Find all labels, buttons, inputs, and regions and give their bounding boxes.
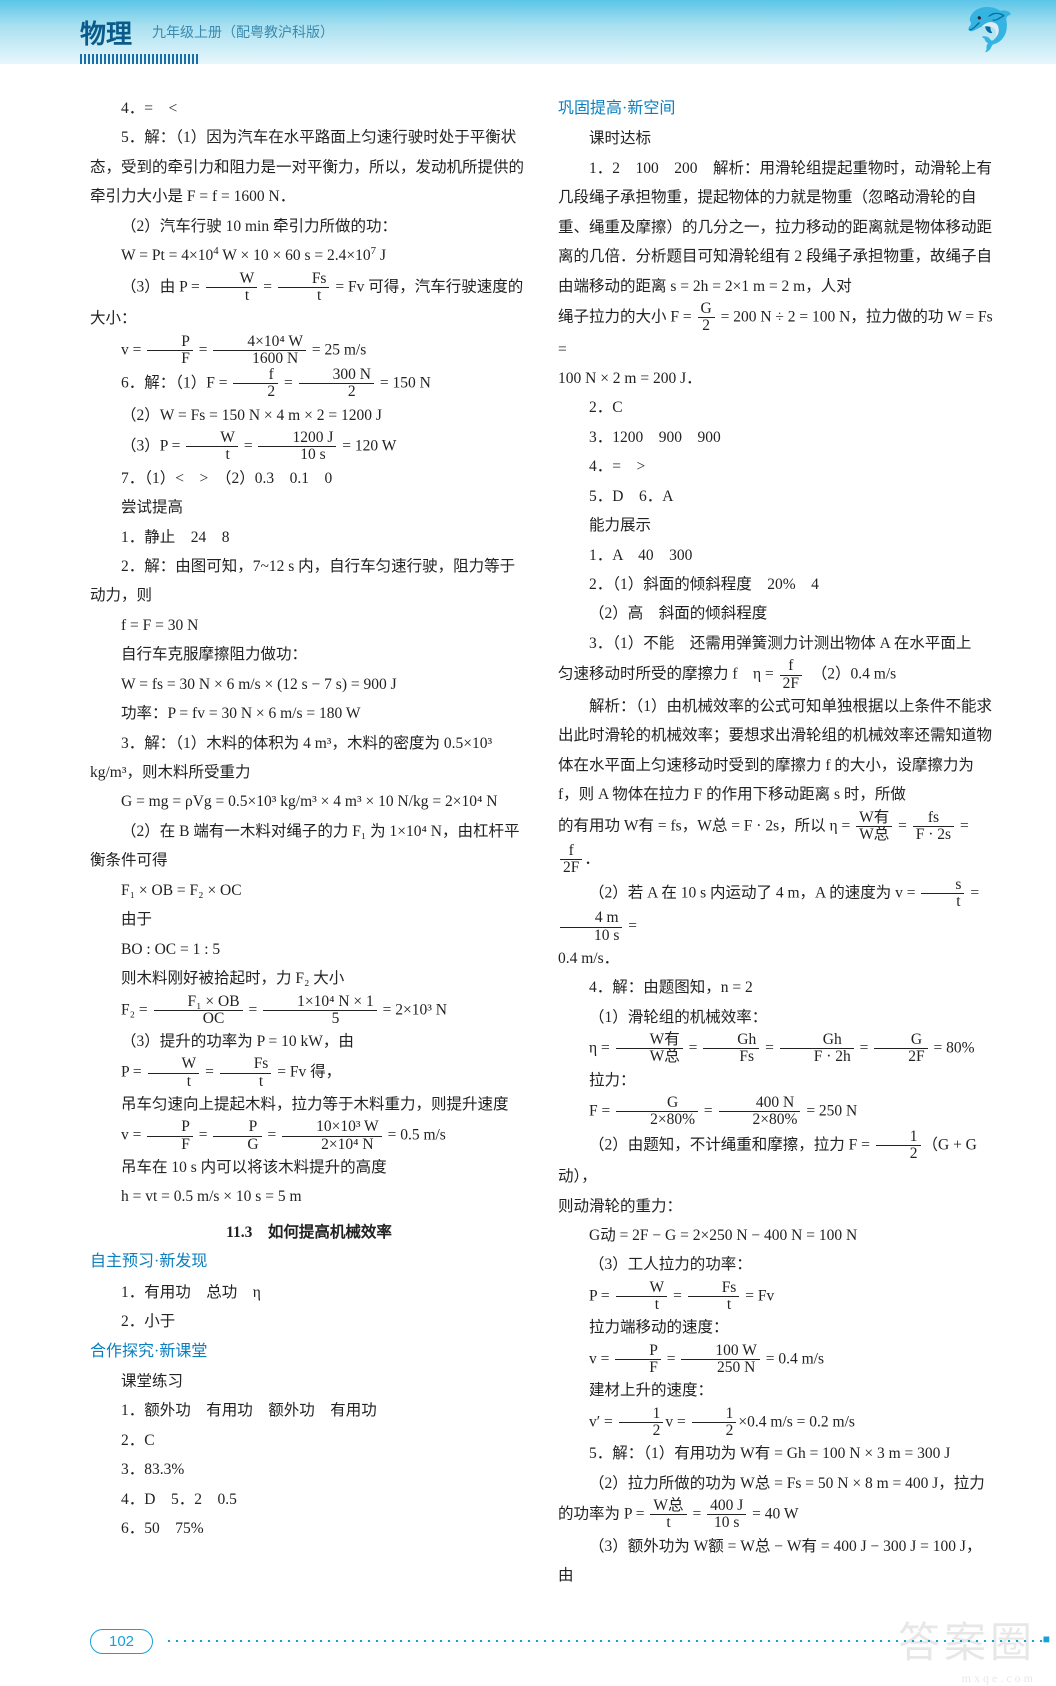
subhead: 课堂练习 bbox=[90, 1367, 528, 1396]
line: 1．有用功 总功 η bbox=[90, 1278, 528, 1307]
watermark-sub: mxqe.com bbox=[962, 1671, 1036, 1686]
line: 3．83.3% bbox=[90, 1455, 528, 1484]
line: （3）由 P = Wt = Fst = Fv 可得，汽车行驶速度的大小： bbox=[90, 271, 528, 334]
section-heading: 巩固提高·新空间 bbox=[558, 94, 996, 124]
content-body: 4．= < 5．解：（1）因为汽车在水平路面上匀速行驶时处于平衡状态，受到的牵引… bbox=[0, 64, 1056, 1621]
line: 由于 bbox=[90, 905, 528, 934]
line: （3）额外功为 W额 = W总 − W有 = 400 J − 300 J = 1… bbox=[558, 1532, 996, 1591]
line: 100 N × 2 m = 200 J． bbox=[558, 364, 996, 393]
footer-dots bbox=[165, 1640, 1044, 1642]
line: 的有用功 W有 = fs，W总 = F · 2s，所以 η = W有W总 = f… bbox=[558, 810, 996, 877]
line: v′ = 12v = 12×0.4 m/s = 0.2 m/s bbox=[558, 1406, 996, 1440]
line: 拉力端移动的速度： bbox=[558, 1313, 996, 1342]
line: 匀速移动时所受的摩擦力 f η = f2F （2）0.4 m/s bbox=[558, 658, 996, 692]
line: 拉力： bbox=[558, 1066, 996, 1095]
line: 建材上升的速度： bbox=[558, 1376, 996, 1405]
right-column: 巩固提高·新空间 课时达标 1．2 100 200 解析：用滑轮组提起重物时，动… bbox=[558, 94, 996, 1591]
section-heading: 自主预习·新发现 bbox=[90, 1247, 528, 1277]
line: W = Pt = 4×104 W × 10 × 60 s = 2.4×107 J bbox=[90, 241, 528, 270]
line: 5．D 6．A bbox=[558, 482, 996, 511]
line: 绳子拉力的大小 F = G2 = 200 N ÷ 2 = 100 N，拉力做的功… bbox=[558, 301, 996, 364]
line: 功率：P = fv = 30 N × 6 m/s = 180 W bbox=[90, 699, 528, 728]
line: F = G2×80% = 400 N2×80% = 250 N bbox=[558, 1095, 996, 1129]
header-sub: 九年级上册（配粤教沪科版） bbox=[152, 22, 334, 42]
line: （3）工人拉力的功率： bbox=[558, 1250, 996, 1279]
line: 5．解：（1）因为汽车在水平路面上匀速行驶时处于平衡状态，受到的牵引力和阻力是一… bbox=[90, 123, 528, 211]
line: 2．C bbox=[558, 393, 996, 422]
line: 4．= < bbox=[90, 94, 528, 123]
line: （1）滑轮组的机械效率： bbox=[558, 1003, 996, 1032]
line: v = PF = 100 W250 N = 0.4 m/s bbox=[558, 1343, 996, 1377]
line: P = Wt = Fst = Fv bbox=[558, 1280, 996, 1314]
line: 3．解：（1）木料的体积为 4 m³，木料的密度为 0.5×10³ kg/m³，… bbox=[90, 729, 528, 788]
line: （3）P = Wt = 1200 J10 s = 120 W bbox=[90, 430, 528, 464]
header-subject: 物理 bbox=[80, 14, 132, 51]
line: 6．50 75% bbox=[90, 1514, 528, 1543]
line: （2）由题知，不计绳重和摩擦，拉力 F = 12（G + G动）， bbox=[558, 1129, 996, 1192]
line: （2）汽车行驶 10 min 牵引力所做的功： bbox=[90, 212, 528, 241]
line: 1．额外功 有用功 额外功 有用功 bbox=[90, 1396, 528, 1425]
line: 1．A 40 300 bbox=[558, 541, 996, 570]
section-title: 11.3 如何提高机械效率 bbox=[90, 1218, 528, 1247]
line: 则动滑轮的重力： bbox=[558, 1192, 996, 1221]
line: 1．静止 24 8 bbox=[90, 523, 528, 552]
line: （2）在 B 端有一木料对绳子的力 F₁ 为 1×10⁴ N，由杠杆平衡条件可得 bbox=[90, 817, 528, 876]
line: 1．2 100 200 解析：用滑轮组提起重物时，动滑轮上有几段绳子承担物重，提… bbox=[558, 154, 996, 301]
line: η = W有W总 = GhFs = GhF · 2h = G2F = 80% bbox=[558, 1032, 996, 1066]
subhead: 能力展示 bbox=[558, 511, 996, 540]
line: W = fs = 30 N × 6 m/s × (12 s − 7 s) = 9… bbox=[90, 670, 528, 699]
page-header: 物理 九年级上册（配粤教沪科版） 🐬 bbox=[0, 0, 1056, 64]
line: h = vt = 0.5 m/s × 10 s = 5 m bbox=[90, 1182, 528, 1211]
page-footer: 102 bbox=[0, 1621, 1056, 1684]
line: 2．C bbox=[90, 1426, 528, 1455]
line: G动 = 2F − G = 2×250 N − 400 N = 100 N bbox=[558, 1221, 996, 1250]
line: F₂ = F₁ × OBOC = 1×10⁴ N × 15 = 2×10³ N bbox=[90, 994, 528, 1028]
line: G = mg = ρVg = 0.5×10³ kg/m³ × 4 m³ × 10… bbox=[90, 787, 528, 816]
section-heading: 合作探究·新课堂 bbox=[90, 1337, 528, 1367]
line: 0.4 m/s． bbox=[558, 944, 996, 973]
line: 吊车匀速向上提起木料，拉力等于木料重力，则提升速度 bbox=[90, 1090, 528, 1119]
line: v = PF = 4×10⁴ W1600 N = 25 m/s bbox=[90, 334, 528, 368]
line: 4．解：由题图知，n = 2 bbox=[558, 973, 996, 1002]
line: （2）高 斜面的倾斜程度 bbox=[558, 599, 996, 628]
line: f = F = 30 N bbox=[90, 611, 528, 640]
line: 2．小于 bbox=[90, 1307, 528, 1336]
line: v = PF = PG = 10×10³ W2×10⁴ N = 0.5 m/s bbox=[90, 1119, 528, 1153]
line: F₁ × OB = F₂ × OC bbox=[90, 876, 528, 905]
line: 3．1200 900 900 bbox=[558, 423, 996, 452]
line: 吊车在 10 s 内可以将该木料提升的高度 bbox=[90, 1153, 528, 1182]
line: 5．解：（1）有用功为 W有 = Gh = 100 N × 3 m = 300 … bbox=[558, 1439, 996, 1468]
line: 2．（1）斜面的倾斜程度 20% 4 bbox=[558, 570, 996, 599]
line: 自行车克服摩擦阻力做功： bbox=[90, 640, 528, 669]
line: 6．解：（1）F = f2 = 300 N2 = 150 N bbox=[90, 367, 528, 401]
line: （2）拉力所做的功为 W总 = Fs = 50 N × 8 m = 400 J，… bbox=[558, 1469, 996, 1498]
page-number: 102 bbox=[90, 1629, 153, 1654]
line: 3．（1）不能 还需用弹簧测力计测出物体 A 在水平面上 bbox=[558, 629, 996, 658]
line: P = Wt = Fst = Fv 得， bbox=[90, 1056, 528, 1090]
line: （2）若 A 在 10 s 内运动了 4 m，A 的速度为 v = st = 4… bbox=[558, 877, 996, 944]
left-column: 4．= < 5．解：（1）因为汽车在水平路面上匀速行驶时处于平衡状态，受到的牵引… bbox=[90, 94, 528, 1591]
line: 4．= > bbox=[558, 452, 996, 481]
line: 7．（1）< > （2）0.3 0.1 0 bbox=[90, 464, 528, 493]
subhead: 尝试提高 bbox=[90, 493, 528, 522]
line: 解析：（1）由机械效率的公式可知单独根据以上条件不能求出此时滑轮的机械效率；要想… bbox=[558, 692, 996, 810]
line: 则木料刚好被拾起时，力 F₂ 大小 bbox=[90, 964, 528, 993]
line: BO : OC = 1 : 5 bbox=[90, 935, 528, 964]
line: （3）提升的功率为 P = 10 kW，由 bbox=[90, 1027, 528, 1056]
dolphin-icon: 🐬 bbox=[964, 6, 1016, 55]
line: （2）W = Fs = 150 N × 4 m × 2 = 1200 J bbox=[90, 401, 528, 430]
line: 2．解：由图可知，7~12 s 内，自行车匀速行驶，阻力等于动力，则 bbox=[90, 552, 528, 611]
subhead: 课时达标 bbox=[558, 124, 996, 153]
line: 4．D 5．2 0.5 bbox=[90, 1485, 528, 1514]
line: 的功率为 P = W总t = 400 J10 s = 40 W bbox=[558, 1498, 996, 1532]
